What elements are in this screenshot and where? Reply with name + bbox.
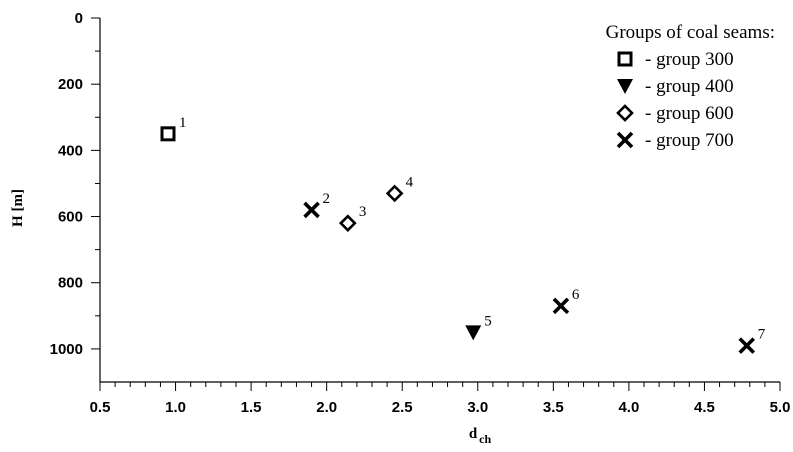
- data-point-3: [338, 214, 357, 233]
- x-tick-label: 4.5: [694, 399, 715, 416]
- x-tick-label: 5.0: [770, 399, 791, 416]
- data-points: 1 5 3 4 2 6 7: [160, 115, 766, 354]
- legend-label: - group 700: [645, 130, 734, 151]
- data-point-6: [552, 297, 570, 315]
- y-tick-label: 0: [75, 10, 83, 27]
- x-tick-label: 1.5: [241, 399, 262, 416]
- y-axis-title: H [m]: [10, 189, 26, 227]
- x-tick-label: 3.5: [543, 399, 564, 416]
- point-label-3: 3: [359, 204, 367, 220]
- x-tick-label: 1.0: [165, 399, 186, 416]
- axes: 0.5 1.0 1.5 2.0 2.5 3.0 3.5 4.0 4.5 5.0 0 200 400 600…: [10, 10, 790, 446]
- legend: Groups of coal seams: - group 300 - group …: [606, 22, 775, 151]
- data-point-4: [385, 184, 404, 203]
- data-point-2: [303, 201, 320, 219]
- point-label-4: 4: [406, 174, 414, 190]
- legend-title: Groups of coal seams:: [606, 22, 775, 43]
- point-label-6: 6: [572, 287, 580, 303]
- data-point-5: [465, 325, 482, 341]
- x-tick-label: 3.0: [467, 399, 488, 416]
- legend-marker-square: [617, 51, 633, 67]
- point-label-7: 7: [758, 327, 766, 343]
- legend-label: - group 400: [645, 76, 734, 97]
- x-tick-label: 4.0: [618, 399, 639, 416]
- legend-marker-diamond: [616, 104, 634, 122]
- y-tick-label: 200: [58, 76, 83, 93]
- x-tick-label: 2.5: [392, 399, 413, 416]
- legend-marker-x: [616, 131, 634, 149]
- x-tick-label: 0.5: [90, 399, 111, 416]
- data-point-1: [160, 126, 176, 142]
- y-tick-label: 800: [58, 275, 83, 292]
- legend-label: - group 300: [645, 49, 734, 70]
- y-tick-label: 600: [58, 209, 83, 226]
- y-tick-label: 1000: [50, 341, 83, 358]
- y-tick-label: 400: [58, 142, 83, 159]
- data-point-7: [738, 337, 756, 354]
- legend-label: - group 600: [645, 103, 734, 124]
- legend-marker-triangle-down: [617, 79, 633, 94]
- x-tick-label: 2.0: [316, 399, 337, 416]
- x-axis-title: d ch: [469, 426, 492, 446]
- point-label-5: 5: [484, 313, 492, 329]
- point-label-2: 2: [323, 191, 331, 207]
- point-label-1: 1: [179, 115, 187, 131]
